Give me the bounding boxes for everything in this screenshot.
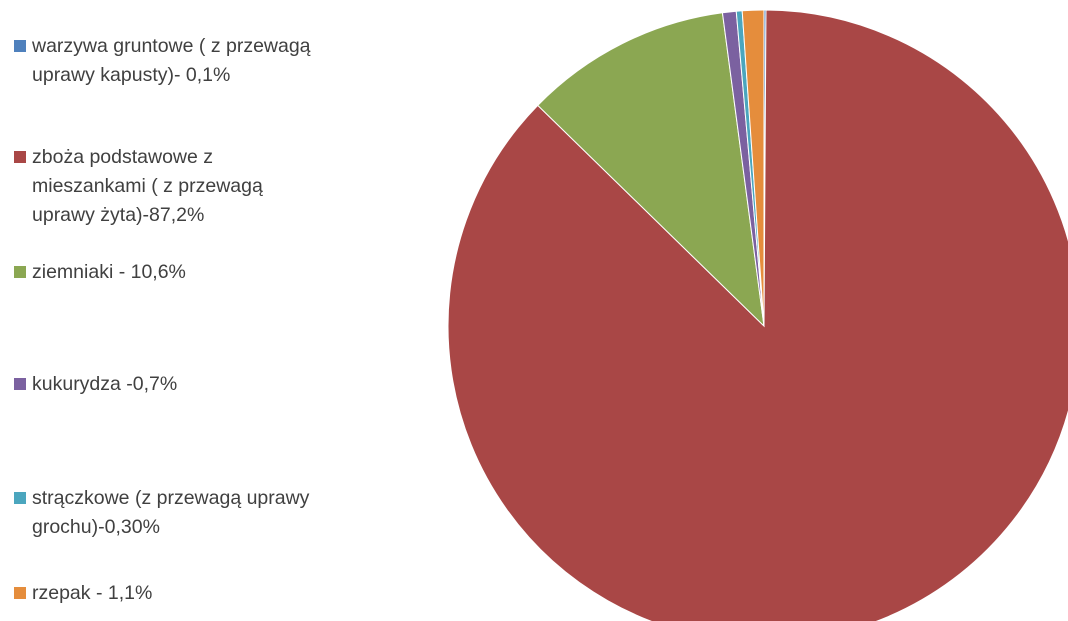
legend-swatch-rzepak bbox=[14, 587, 26, 599]
legend-item-rzepak: rzepak - 1,1% bbox=[14, 579, 414, 608]
legend-label-warzywa: warzywa gruntowe ( z przewagą uprawy kap… bbox=[32, 35, 311, 86]
legend-label-kukurydza: kukurydza -0,7% bbox=[32, 373, 178, 395]
legend-item-straczkowe: strączkowe (z przewagą uprawy grochu)-0,… bbox=[14, 484, 414, 542]
legend-item-ziemniaki: ziemniaki - 10,6% bbox=[14, 258, 414, 287]
legend-swatch-warzywa bbox=[14, 40, 26, 52]
legend-item-zboza: zboża podstawowe z mieszankami ( z przew… bbox=[14, 143, 414, 230]
pie-slice-zboza bbox=[447, 9, 1068, 621]
legend-swatch-zboza bbox=[14, 151, 26, 163]
chart-legend: warzywa gruntowe ( z przewagą uprawy kap… bbox=[0, 0, 430, 621]
pie-slice-rzepak bbox=[741, 9, 765, 327]
legend-label-rzepak: rzepak - 1,1% bbox=[32, 582, 153, 604]
legend-swatch-ziemniaki bbox=[14, 266, 26, 278]
legend-label-zboza: zboża podstawowe z mieszankami ( z przew… bbox=[32, 146, 263, 226]
legend-label-straczkowe: strączkowe (z przewagą uprawy grochu)-0,… bbox=[32, 487, 310, 538]
legend-item-kukurydza: kukurydza -0,7% bbox=[14, 370, 414, 399]
legend-item-warzywa: warzywa gruntowe ( z przewagą uprawy kap… bbox=[14, 32, 414, 90]
legend-label-ziemniaki: ziemniaki - 10,6% bbox=[32, 261, 186, 283]
legend-swatch-straczkowe bbox=[14, 492, 26, 504]
pie-slice-ziemniaki bbox=[537, 12, 765, 328]
legend-swatch-kukurydza bbox=[14, 378, 26, 390]
